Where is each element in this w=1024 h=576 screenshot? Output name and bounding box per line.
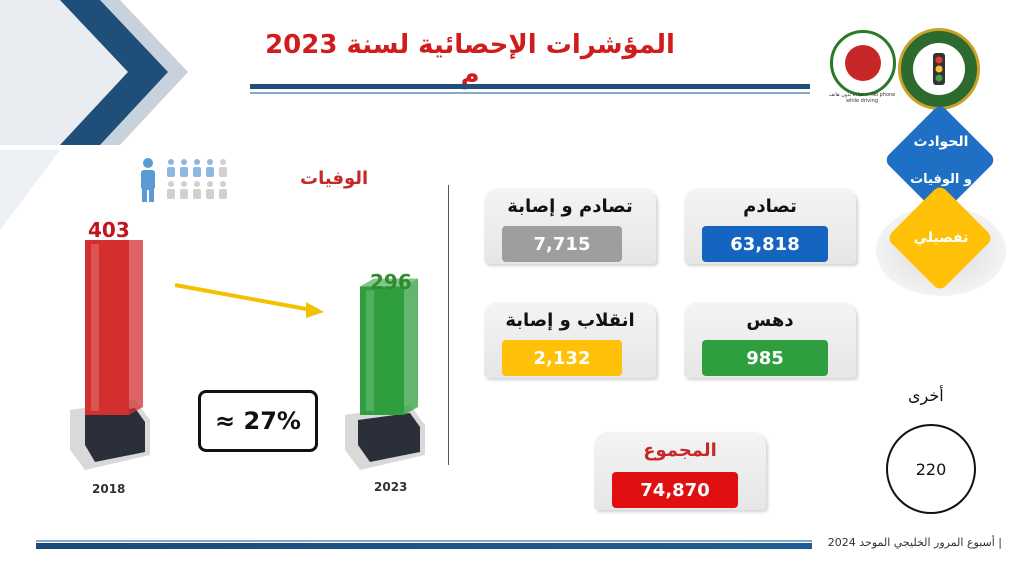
deaths-chart-title: الوفيات [300, 168, 369, 189]
vertical-divider [448, 185, 449, 465]
bar-value-2018: 403 [88, 218, 130, 242]
stat-card-runover: دهس 985 [684, 302, 856, 378]
stat-label-collision: تصادم [743, 196, 797, 217]
stat-card-total: المجموع 74,870 [594, 432, 766, 510]
bar-label-2023: 2023 [374, 480, 408, 494]
header-chevrons [0, 0, 188, 230]
other-value-circle: 220 [886, 424, 976, 514]
stat-value-collision-injury: 7,715 [502, 226, 622, 262]
bar-2023 [360, 278, 418, 415]
stat-value-total: 74,870 [612, 472, 738, 508]
traffic-department-logo [898, 28, 980, 110]
stat-card-collision: تصادم 63,818 [684, 188, 856, 264]
nav-accidents-deaths-line2: و الوفيات [910, 172, 972, 187]
stat-label-rollover-injury: انقلاب و إصابة [505, 310, 635, 331]
bar-2018 [85, 240, 143, 415]
stat-value-rollover-injury: 2,132 [502, 340, 622, 376]
footer-text: | أسبوع المرور الخليجي الموحد 2024 [827, 536, 1002, 549]
no-phone-icon [845, 45, 881, 81]
bar-value-2023: 296 [370, 270, 412, 294]
campaign-logo-caption: قيادة بدون هاتف — No phone while driving [828, 92, 896, 104]
footer-bar [36, 543, 812, 549]
deaths-bar-chart [70, 240, 425, 470]
change-percentage-box: ≈ 27% [198, 390, 318, 452]
stat-label-total: المجموع [643, 440, 717, 461]
title-underline [250, 84, 810, 89]
people-icons [141, 158, 227, 202]
stat-value-collision: 63,818 [702, 226, 828, 262]
stat-card-collision-injury: تصادم و إصابة 7,715 [484, 188, 656, 264]
footer-line-thin [36, 540, 812, 542]
person-icon [141, 158, 155, 202]
nav-accidents-deaths-line1: الحوادث [913, 134, 969, 150]
nav-detailed-label: تفصيلي [913, 230, 969, 246]
title-underline-thin [250, 92, 810, 94]
traffic-light-emblem-icon [913, 43, 965, 95]
stat-label-runover: دهس [746, 310, 794, 331]
page-title: المؤشرات الإحصائية لسنة 2023 م [265, 30, 675, 90]
other-label: أخرى [908, 386, 944, 405]
campaign-logo [830, 30, 896, 96]
bar-label-2018: 2018 [92, 482, 126, 496]
stat-card-rollover-injury: انقلاب و إصابة 2,132 [484, 302, 656, 378]
stat-value-runover: 985 [702, 340, 828, 376]
stat-label-collision-injury: تصادم و إصابة [507, 196, 633, 217]
